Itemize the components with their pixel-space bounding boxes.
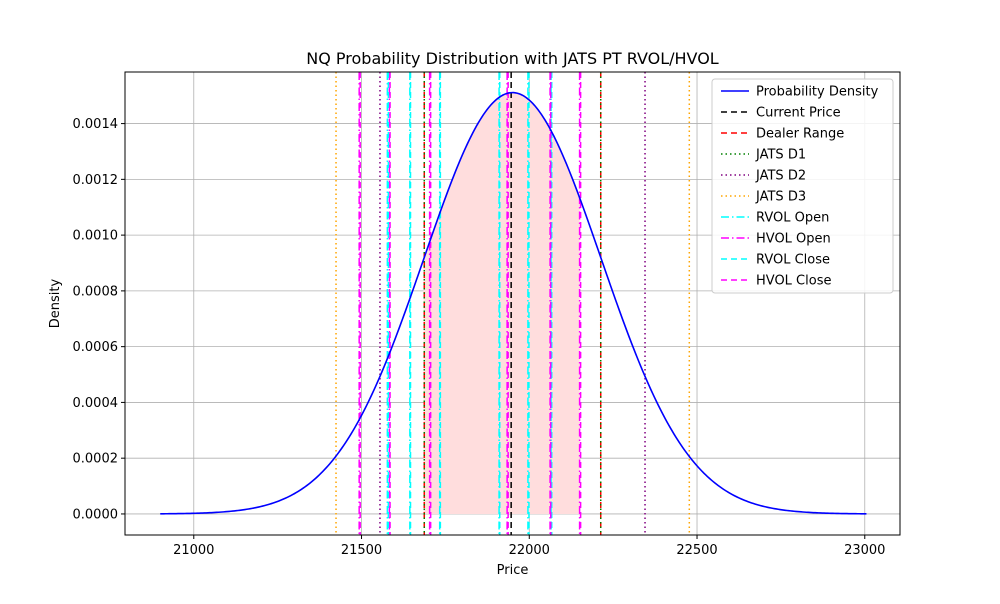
shade-layer	[423, 92, 580, 514]
legend-label: JATS D1	[755, 148, 806, 163]
y-tick-label: 0.0010	[73, 229, 119, 244]
legend-label: Dealer Range	[756, 127, 844, 142]
legend-label: HVOL Open	[756, 232, 831, 247]
legend-label: RVOL Open	[756, 211, 829, 226]
y-tick-label: 0.0014	[73, 117, 119, 132]
y-tick-label: 0.0012	[73, 173, 119, 188]
chart-title: NQ Probability Distribution with JATS PT…	[306, 49, 719, 68]
y-axis-label: Density	[48, 278, 63, 328]
legend-label: JATS D2	[755, 169, 806, 184]
legend-label: Probability Density	[756, 85, 879, 100]
x-tick-label: 22000	[509, 543, 550, 558]
x-tick-label: 23000	[844, 543, 885, 558]
y-tick-label: 0.0000	[73, 507, 119, 522]
tick-layer: 21000 21500 22000 22500 23000 0.0000 0.0002 0.0…	[73, 117, 886, 558]
y-tick-label: 0.0006	[73, 340, 119, 355]
x-axis-label: Price	[497, 563, 529, 578]
y-tick-label: 0.0004	[73, 396, 119, 411]
plot-frame	[124, 71, 901, 536]
legend-label: HVOL Close	[756, 274, 831, 289]
legend: Probability Density Current Price Dealer R…	[711, 78, 894, 294]
legend-label: JATS D3	[755, 190, 806, 205]
vline-layer	[335, 72, 691, 535]
legend-label: RVOL Close	[756, 253, 830, 268]
probability-density-curve	[160, 91, 867, 515]
legend-box	[711, 78, 894, 294]
x-tick-label: 21500	[341, 543, 382, 558]
legend-label: Current Price	[756, 106, 841, 121]
y-tick-label: 0.0002	[73, 452, 119, 467]
curve-layer	[160, 91, 867, 515]
x-tick-label: 21000	[173, 543, 214, 558]
shaded-region	[423, 92, 580, 514]
y-tick-label: 0.0008	[73, 284, 119, 299]
x-tick-label: 22500	[676, 543, 717, 558]
